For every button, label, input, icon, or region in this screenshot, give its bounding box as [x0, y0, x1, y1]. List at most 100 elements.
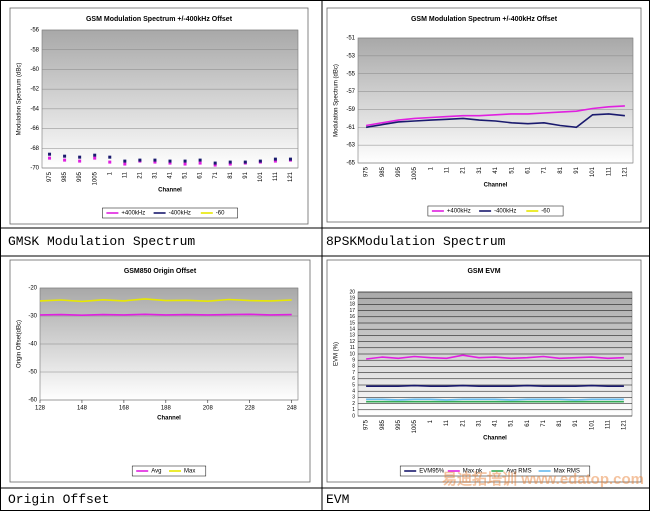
x-tick-label: 985	[380, 166, 386, 177]
y-tick-label: 20	[349, 289, 355, 295]
x-tick-label: 975	[47, 171, 53, 182]
y-axis-label: Origin Offset(dBc)	[17, 320, 23, 368]
x-tick-label: 111	[606, 166, 612, 176]
y-tick-label: 11	[350, 345, 355, 351]
marker	[288, 157, 292, 161]
marker	[63, 154, 67, 158]
marker	[108, 155, 112, 159]
legend-box	[427, 205, 564, 217]
marker	[183, 159, 187, 163]
y-tick-label: 4	[352, 389, 355, 395]
y-tick-label: 2	[352, 401, 355, 407]
x-tick-label: 61	[525, 166, 531, 173]
x-tick-label: 128	[35, 406, 46, 412]
x-tick-label: 71	[542, 166, 548, 173]
y-tick-label: 13	[349, 333, 355, 339]
legend-label: -60	[541, 209, 550, 215]
y-tick-label: -65	[346, 161, 355, 167]
y-tick-label: 16	[349, 314, 355, 320]
chart-title: GSM850 Origin Offset	[124, 268, 197, 275]
x-tick-label: 91	[574, 166, 580, 173]
x-tick-label: 31	[476, 419, 482, 426]
marker	[93, 156, 97, 160]
y-tick-label: 0	[352, 413, 355, 419]
marker	[123, 162, 127, 166]
y-tick-label: 3	[352, 395, 355, 401]
y-tick-label: 19	[349, 296, 355, 302]
x-tick-label: 21	[137, 171, 143, 178]
marker	[213, 163, 217, 167]
x-tick-label: 31	[153, 171, 159, 178]
y-tick-label: 14	[349, 327, 355, 333]
y-tick-label: -60	[28, 398, 37, 404]
series-line	[365, 105, 625, 127]
x-tick-label: 975	[364, 419, 370, 430]
y-tick-label: -64	[30, 106, 39, 112]
x-axis-label: Channel	[158, 188, 182, 194]
y-tick-label: -58	[30, 47, 39, 53]
y-tick-label: -53	[346, 53, 355, 59]
marker	[273, 159, 277, 163]
marker	[108, 160, 112, 164]
series-line	[39, 313, 292, 317]
x-tick-label: 21	[460, 419, 466, 426]
legend-label: Max	[184, 469, 195, 475]
chart-title: GSM Modulation Spectrum +/-400kHz Offset	[86, 16, 233, 23]
caption: GMSK Modulation Spectrum	[8, 234, 196, 249]
x-tick-label: 71	[541, 419, 547, 426]
x-tick-label: 995	[396, 166, 402, 177]
x-tick-label: 995	[396, 419, 402, 430]
marker	[213, 161, 217, 165]
y-tick-label: -56	[30, 28, 39, 34]
y-tick-label: 17	[349, 308, 355, 314]
x-tick-label: 71	[213, 171, 219, 178]
legend-label: Avg RMS	[506, 469, 531, 475]
x-tick-label: 51	[183, 171, 189, 178]
y-tick-label: -60	[30, 67, 39, 73]
x-tick-label: 91	[573, 419, 579, 426]
x-tick-label: 1005	[92, 171, 98, 185]
series-line	[366, 384, 624, 387]
y-tick-label: -40	[28, 342, 37, 348]
x-tick-label: 11	[444, 419, 450, 426]
x-tick-label: 101	[590, 166, 596, 177]
marker	[243, 160, 247, 164]
x-tick-label: 61	[525, 419, 531, 426]
chart-title: GSM Modulation Spectrum +/-400kHz Offset	[411, 16, 558, 23]
x-tick-label: 995	[77, 171, 83, 182]
series-line	[39, 298, 292, 303]
x-tick-label: 121	[622, 419, 628, 430]
x-tick-label: 188	[161, 406, 172, 412]
marker	[78, 155, 82, 159]
x-tick-label: 81	[228, 171, 234, 178]
legend-label: -60	[216, 211, 225, 217]
series-line	[365, 113, 625, 129]
x-tick-label: 101	[258, 171, 264, 182]
y-axis-label: Modulation Spectrum (dBc)	[17, 63, 23, 136]
y-tick-label: -66	[30, 126, 39, 132]
caption: 8PSKModulation Spectrum	[326, 234, 506, 249]
x-axis-label: Channel	[157, 416, 181, 422]
marker	[228, 162, 232, 166]
marker	[153, 158, 157, 162]
legend-label: Avg	[151, 469, 161, 475]
marker	[48, 156, 52, 160]
chart-title: GSM EVM	[467, 268, 500, 275]
x-tick-label: 91	[243, 171, 249, 178]
y-tick-label: -59	[346, 107, 355, 113]
x-axis-label: Channel	[484, 183, 508, 189]
marker	[198, 158, 202, 162]
plot-area	[41, 29, 299, 169]
y-tick-label: 8	[352, 364, 355, 370]
y-tick-label: -51	[346, 36, 355, 42]
x-tick-label: 21	[461, 166, 467, 173]
marker	[168, 159, 172, 163]
x-tick-label: 121	[288, 171, 294, 182]
y-tick-label: -61	[346, 125, 355, 131]
x-tick-label: 41	[493, 419, 499, 426]
marker	[93, 153, 97, 157]
y-axis-label: Modulation Spectrum (dBc)	[334, 64, 340, 137]
legend-label: -400kHz	[169, 211, 191, 217]
y-tick-label: 10	[349, 351, 355, 357]
y-tick-label: 7	[352, 370, 355, 376]
